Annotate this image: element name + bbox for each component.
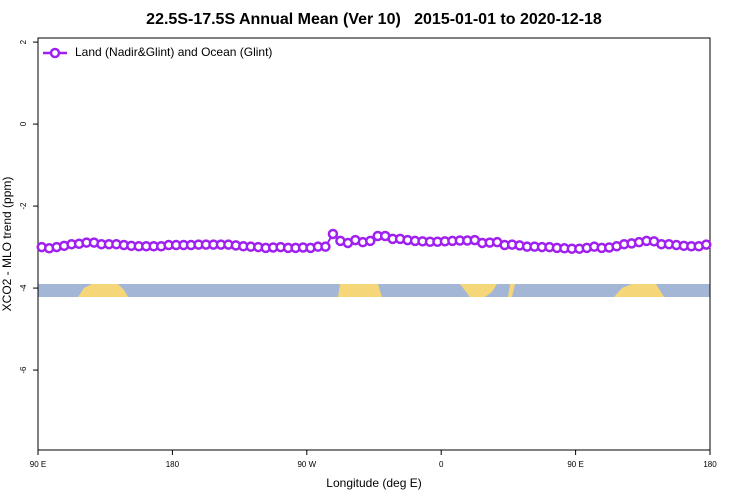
- land-patch: [460, 284, 497, 297]
- land-patch: [338, 284, 382, 297]
- data-point: [701, 239, 712, 250]
- data-point: [320, 241, 331, 252]
- land-ocean-mask: [38, 284, 710, 297]
- y-tick-label: -2: [19, 202, 28, 210]
- legend-label: Land (Nadir&Glint) and Ocean (Glint): [75, 45, 272, 59]
- y-axis-label: XCO2 - MLO trend (ppm): [0, 177, 14, 312]
- data-point: [365, 235, 376, 247]
- land-patch: [508, 284, 515, 297]
- x-tick-label: 90 E: [30, 460, 46, 469]
- chart-title: 22.5S-17.5S Annual Mean (Ver 10) 2015-01…: [146, 11, 602, 28]
- y-tick-label: -4: [19, 284, 28, 292]
- x-tick-label: 180: [703, 460, 717, 469]
- x-tick-label: 180: [166, 460, 180, 469]
- legend-marker: [49, 47, 61, 59]
- data-point: [327, 228, 339, 240]
- y-tick-label: 0: [19, 121, 28, 126]
- x-axis-label: Longitude (deg E): [326, 476, 421, 490]
- x-tick-label: 0: [439, 460, 444, 469]
- y-tick-label: -6: [19, 366, 28, 374]
- x-tick-label: 90 W: [297, 460, 316, 469]
- land-patch: [78, 284, 128, 297]
- x-tick-label: 90 E: [567, 460, 583, 469]
- y-tick-label: 2: [19, 39, 28, 44]
- land-patch: [614, 284, 664, 297]
